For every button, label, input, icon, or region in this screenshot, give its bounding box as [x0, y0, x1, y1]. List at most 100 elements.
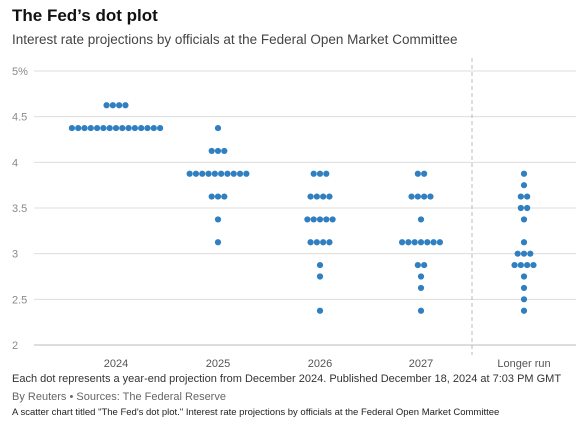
projection-dot [157, 124, 164, 132]
source-credit: By Reuters • Sources: The Federal Reserv… [12, 391, 226, 403]
projection-dot [524, 193, 531, 200]
y-axis-tick-labels: 5% 4.5 4 3.5 3 2.5 2 [12, 66, 28, 352]
projection-dot [323, 170, 330, 177]
chart-note: Each dot represents a year-end projectio… [12, 373, 562, 385]
projection-dot [221, 147, 228, 155]
x-tick-label: 2025 [206, 358, 230, 370]
projection-dot [524, 204, 531, 212]
projection-dot [75, 124, 82, 132]
projection-dot [144, 124, 151, 132]
y-tick-label: 3.5 [12, 203, 27, 215]
projection-dot [520, 170, 528, 177]
projection-dot [405, 239, 412, 246]
projection-dot [520, 239, 528, 246]
projection-dot [520, 250, 528, 257]
projection-dot [511, 261, 518, 269]
projection-dot [224, 170, 231, 177]
projection-dot [125, 124, 132, 132]
projection-dot [527, 250, 534, 257]
projection-dot [94, 124, 101, 132]
projection-dot [421, 261, 428, 269]
y-tick-label: 4 [12, 157, 18, 169]
projection-dot [103, 102, 110, 109]
projection-dot [208, 193, 215, 200]
projection-dot [310, 170, 317, 177]
dot-plot-chart: 5% 4.5 4 3.5 3 2.5 2 2024 2025 2026 2027 Longer ru… [12, 58, 576, 370]
projection-dot [399, 239, 406, 246]
projection-dot [520, 273, 528, 280]
projection-dot [109, 102, 116, 109]
projection-dot [514, 250, 521, 257]
projection-dot [411, 239, 418, 246]
projection-dot [417, 307, 425, 314]
projection-dot [81, 124, 88, 132]
projection-dot [524, 261, 531, 269]
projection-dot [316, 273, 324, 280]
projection-dot [414, 170, 421, 177]
projection-dot [520, 216, 528, 223]
projection-dot [417, 273, 425, 280]
projection-dot [106, 124, 113, 132]
projection-dot [408, 193, 415, 200]
projection-dot [310, 216, 317, 223]
projection-dot [417, 239, 425, 246]
projection-dot [68, 124, 75, 132]
projection-dot [205, 170, 212, 177]
projection-dot [214, 216, 222, 223]
projection-dot [326, 193, 333, 200]
projection-dot [417, 284, 425, 292]
projection-dot [304, 216, 311, 223]
projection-dot [313, 239, 320, 246]
x-tick-label: 2027 [409, 358, 433, 370]
y-tick-label: 2 [12, 340, 18, 352]
projection-dot [320, 239, 327, 246]
projection-dot [320, 193, 327, 200]
projection-dot [138, 124, 145, 132]
projection-dot [430, 239, 437, 246]
projection-dot [211, 170, 218, 177]
projection-dot [316, 170, 324, 177]
projection-dot [218, 170, 225, 177]
projection-dot [421, 193, 428, 200]
gridlines [34, 70, 576, 346]
projection-dot [221, 193, 228, 200]
projection-dot [230, 170, 237, 177]
x-tick-label: 2024 [104, 358, 128, 370]
projection-dot [192, 170, 200, 177]
y-tick-label: 3 [12, 249, 18, 261]
projection-dot [112, 124, 120, 132]
projection-dot [208, 147, 215, 155]
projection-dot [313, 193, 320, 200]
projection-dot [414, 261, 421, 269]
x-axis-tick-labels: 2024 2025 2026 2027 Longer run [104, 358, 551, 370]
chart-description: A scatter chart titled "The Fed's dot pl… [12, 407, 500, 418]
chart-title: The Fed’s dot plot [12, 6, 158, 25]
projection-dot [100, 124, 107, 132]
projection-dot [307, 239, 314, 246]
projection-dot [520, 296, 528, 303]
projection-dots [68, 102, 537, 314]
projection-dot [424, 239, 431, 246]
projection-dot [520, 284, 528, 292]
projection-dot [417, 216, 425, 223]
projection-dot [414, 193, 421, 200]
x-tick-label: Longer run [497, 358, 550, 370]
projection-dot [214, 124, 222, 132]
y-tick-label: 5% [12, 66, 28, 78]
projection-dot [517, 261, 524, 269]
projection-dot [517, 204, 524, 212]
projection-dot [214, 193, 222, 200]
projection-dot [122, 102, 129, 109]
projection-dot [243, 170, 250, 177]
projection-dot [520, 182, 528, 189]
y-tick-label: 4.5 [12, 112, 27, 124]
projection-dot [236, 170, 244, 177]
projection-dot [530, 261, 537, 269]
x-tick-label: 2026 [308, 358, 332, 370]
projection-dot [323, 216, 330, 223]
projection-dot [316, 261, 324, 269]
projection-dot [186, 170, 193, 177]
projection-dot [119, 124, 126, 132]
projection-dot [214, 239, 222, 246]
projection-dot [436, 239, 443, 246]
